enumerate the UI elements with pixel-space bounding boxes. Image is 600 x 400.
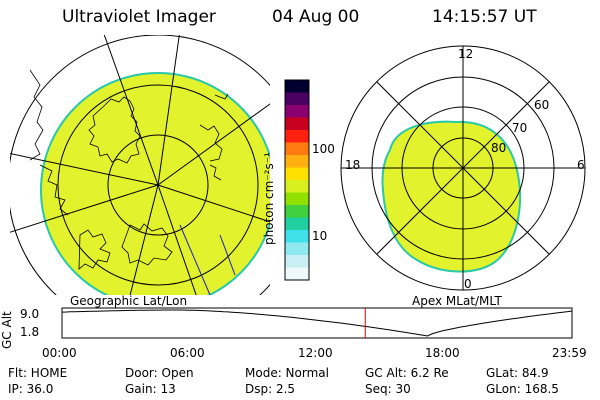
orbit-xtick-0000: 00:00 <box>42 346 77 360</box>
colorbar-band <box>285 230 309 243</box>
colorbar <box>284 79 310 281</box>
colorbar-band <box>285 242 309 256</box>
orbit-xtick-2359: 23:59 <box>552 346 587 360</box>
colorbar-band <box>285 130 309 143</box>
info-seq: Seq: 30 <box>365 382 411 396</box>
info-glon: GLon: 168.5 <box>486 382 559 396</box>
info-flight: Flt: HOME <box>8 366 68 380</box>
apex-polar-plot <box>340 45 586 291</box>
colorbar-band <box>285 155 309 168</box>
instrument-title: Ultraviolet Imager <box>62 7 216 27</box>
lat-label-60: 60 <box>534 98 550 112</box>
info-dsp: Dsp: 2.5 <box>245 382 296 396</box>
orbit-altitude-curve <box>61 309 573 337</box>
geographic-map <box>10 35 270 295</box>
geographic-caption: Geographic Lat/Lon <box>70 294 188 308</box>
colorbar-band <box>285 117 309 131</box>
orbit-altitude-plot <box>61 307 573 339</box>
lat-label-80: 80 <box>491 141 507 155</box>
colorbar-band <box>285 217 309 231</box>
apex-caption: Apex MLat/MLT <box>412 294 502 308</box>
mlt-label-6: 6 <box>577 158 585 172</box>
orbit-ylabel: GC Alt <box>0 311 14 349</box>
time-label: 14:15:57 UT <box>432 7 537 27</box>
mlt-label-12: 12 <box>458 47 474 61</box>
mlt-label-18: 18 <box>345 158 361 172</box>
colorbar-band <box>285 167 309 181</box>
colorbar-band <box>285 192 309 206</box>
aurora-oval-right <box>381 120 522 273</box>
aurora-oval-left <box>40 72 270 295</box>
colorbar-tick-100: 100 <box>312 142 335 156</box>
info-gc-alt: GC Alt: 6.2 Re <box>365 366 449 380</box>
colorbar-band <box>285 180 309 193</box>
orbit-xtick-1800: 18:00 <box>425 346 460 360</box>
colorbar-band <box>285 205 309 218</box>
info-gain: Gain: 13 <box>125 382 176 396</box>
colorbar-unit-label: photon cm⁻²s⁻¹ <box>262 152 276 245</box>
mlt-label-0: 0 <box>464 277 472 291</box>
colorbar-band <box>285 105 309 118</box>
colorbar-band <box>285 255 309 268</box>
orbit-ytick-1.8: 1.8 <box>20 325 40 339</box>
info-glat: GLat: 84.9 <box>486 366 549 380</box>
colorbar-band <box>285 92 309 106</box>
colorbar-band <box>285 267 309 281</box>
info-door: Door: Open <box>125 366 194 380</box>
colorbar-band <box>285 80 309 93</box>
date-label: 04 Aug 00 <box>272 7 360 27</box>
lat-label-70: 70 <box>512 121 528 135</box>
orbit-xtick-1200: 12:00 <box>298 346 333 360</box>
info-mode: Mode: Normal <box>245 366 329 380</box>
colorbar-band <box>285 142 309 156</box>
orbit-ytick-9: 9.0 <box>20 307 40 321</box>
colorbar-tick-10: 10 <box>312 229 328 243</box>
info-ip: IP: 36.0 <box>8 382 54 396</box>
orbit-xtick-0600: 06:00 <box>170 346 205 360</box>
